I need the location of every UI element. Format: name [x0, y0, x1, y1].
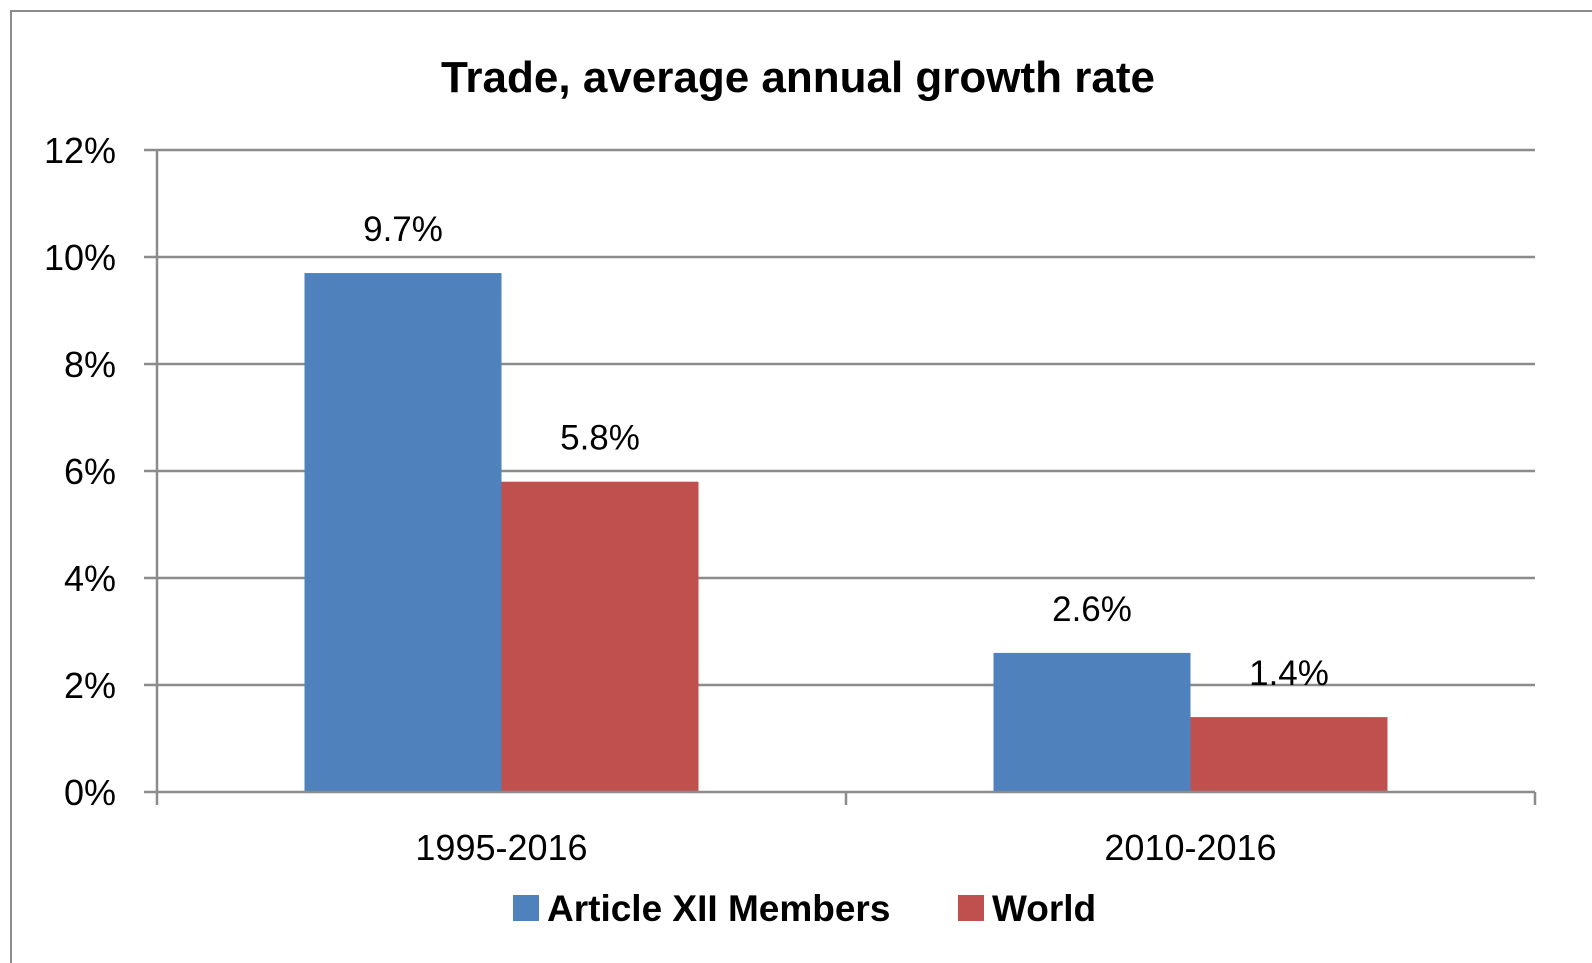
bar: [304, 273, 502, 792]
axes: [144, 148, 1537, 805]
legend: Article XII Members World: [513, 888, 1096, 929]
gridlines: [157, 148, 1535, 687]
y-tick-label: 12%: [44, 130, 116, 171]
y-tick-label: 2%: [64, 665, 116, 706]
legend-swatch: [513, 895, 539, 921]
data-label: 5.8%: [560, 419, 640, 458]
x-tick-label: 2010-2016: [1104, 827, 1276, 868]
bars: [304, 273, 1388, 792]
x-tick-label: 1995-2016: [415, 827, 587, 868]
chart-title: Trade, average annual growth rate: [441, 53, 1155, 102]
legend-swatch: [958, 895, 984, 921]
data-label: 9.7%: [363, 210, 443, 249]
y-tick-label: 0%: [64, 772, 116, 813]
y-tick-label: 8%: [64, 344, 116, 385]
chart-frame: [10, 10, 1592, 963]
y-tick-label: 6%: [64, 451, 116, 492]
bar: [501, 481, 699, 792]
legend-label: Article XII Members: [547, 888, 890, 929]
data-label: 1.4%: [1249, 654, 1329, 693]
data-label: 2.6%: [1052, 590, 1132, 629]
data-labels: 9.7% 5.8% 2.6% 1.4%: [363, 210, 1329, 693]
y-tick-label: 10%: [44, 237, 116, 278]
bar: [1190, 717, 1388, 792]
y-axis-tick-labels: 0% 2% 4% 6% 8% 10% 12%: [44, 130, 116, 813]
bar: [993, 652, 1191, 792]
legend-label: World: [992, 888, 1096, 929]
x-axis-tick-labels: 1995-2016 2010-2016: [415, 827, 1276, 868]
y-tick-label: 4%: [64, 558, 116, 599]
